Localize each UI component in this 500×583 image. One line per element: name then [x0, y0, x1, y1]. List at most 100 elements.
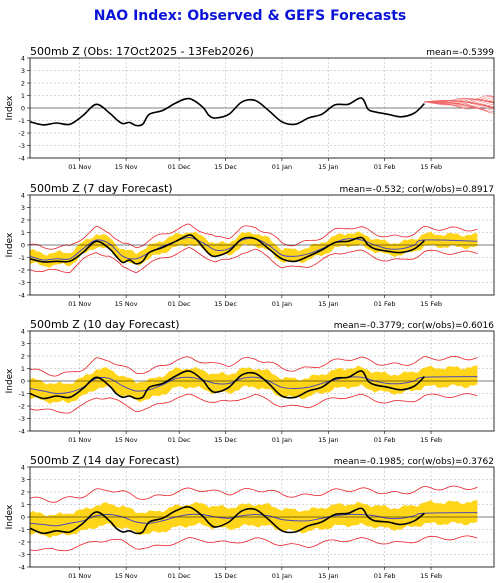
x-tick-label: 15 Nov	[115, 436, 138, 444]
spread-band	[30, 500, 478, 539]
envelope-lower	[29, 393, 478, 414]
x-tick-label: 15 Dec	[214, 436, 237, 444]
forecast-member-line	[424, 101, 495, 107]
x-tick-label: 01 Jan	[272, 436, 292, 444]
panel-title: 500mb Z (10 day Forecast)	[30, 318, 180, 331]
forecast-member-line	[424, 101, 495, 111]
y-tick-label: -1	[19, 254, 25, 262]
y-tick-label: -2	[19, 538, 25, 546]
y-tick-label: 1	[21, 229, 25, 237]
observed-line	[29, 234, 425, 265]
y-tick-label: 4	[21, 327, 25, 335]
y-tick-label: 1	[21, 501, 25, 509]
y-tick-label: -3	[19, 551, 25, 559]
x-tick-label: 15 Feb	[420, 163, 442, 171]
y-tick-label: -3	[19, 415, 25, 423]
y-tick-label: 0	[21, 104, 25, 112]
x-tick-label: 01 Feb	[374, 300, 396, 308]
x-tick-label: 15 Jan	[318, 436, 338, 444]
x-tick-label: 15 Dec	[214, 572, 237, 580]
observed-line	[29, 97, 425, 127]
y-tick-label: 2	[21, 79, 25, 87]
y-axis-label: Index	[5, 95, 15, 120]
y-tick-label: -3	[19, 279, 25, 287]
panel-4: 500mb Z (14 day Forecast) mean=-0.1985; c…	[5, 454, 495, 580]
y-tick-label: 3	[21, 67, 25, 75]
x-tick-label: 15 Nov	[115, 300, 138, 308]
observed-line	[29, 506, 425, 535]
y-tick-label: 4	[21, 463, 25, 471]
y-tick-label: -2	[19, 129, 25, 137]
x-tick-label: 01 Feb	[374, 163, 396, 171]
y-tick-label: 2	[21, 488, 25, 496]
panel-stat: mean=-0.3779; cor(w/obs)=0.6016	[334, 321, 494, 331]
x-tick-label: 01 Feb	[374, 436, 396, 444]
x-tick-label: 15 Dec	[214, 300, 237, 308]
x-tick-label: 15 Jan	[318, 572, 338, 580]
panel-title: 500mb Z (14 day Forecast)	[30, 454, 180, 467]
forecast-member-line	[424, 101, 495, 106]
y-tick-label: 2	[21, 216, 25, 224]
y-tick-label: 3	[21, 476, 25, 484]
x-tick-label: 01 Dec	[168, 163, 191, 171]
x-tick-label: 01 Nov	[68, 572, 91, 580]
y-tick-label: 0	[21, 241, 25, 249]
forecast-member-line	[424, 95, 495, 103]
panel-stat: mean=-0.532; cor(w/obs)=0.8917	[340, 185, 494, 195]
x-tick-label: 15 Feb	[420, 300, 442, 308]
x-tick-label: 01 Jan	[272, 163, 292, 171]
y-tick-label: -1	[19, 117, 25, 125]
y-tick-label: -4	[19, 427, 25, 435]
y-tick-label: 4	[21, 191, 25, 199]
y-tick-label: -3	[19, 142, 25, 150]
panel-title: 500mb Z (7 day Forecast)	[30, 182, 173, 195]
x-tick-label: 15 Nov	[115, 163, 138, 171]
y-tick-label: 3	[21, 204, 25, 212]
y-tick-label: 4	[21, 54, 25, 62]
panel-title: 500mb Z (Obs: 17Oct2025 - 13Feb2026)	[30, 45, 254, 58]
envelope-lower	[29, 247, 478, 274]
y-axis-label: Index	[5, 232, 15, 257]
x-tick-label: 01 Nov	[68, 436, 91, 444]
x-tick-label: 01 Jan	[272, 572, 292, 580]
panel-3: 500mb Z (10 day Forecast) mean=-0.3779; c…	[5, 318, 495, 444]
y-axis-label: Index	[5, 368, 15, 393]
x-tick-label: 15 Nov	[115, 572, 138, 580]
y-tick-label: -2	[19, 266, 25, 274]
y-tick-label: -4	[19, 291, 25, 299]
x-tick-label: 15 Feb	[420, 436, 442, 444]
x-tick-label: 01 Nov	[68, 163, 91, 171]
panel-stat: mean=-0.1985; cor(w/obs)=0.3762	[334, 457, 494, 467]
y-tick-label: -1	[19, 390, 25, 398]
x-tick-label: 01 Dec	[168, 300, 191, 308]
y-tick-label: -1	[19, 526, 25, 534]
y-axis-label: Index	[5, 504, 15, 529]
x-tick-label: 15 Jan	[318, 163, 338, 171]
y-tick-label: 1	[21, 92, 25, 100]
envelope-lower	[29, 535, 478, 552]
y-tick-label: 0	[21, 513, 25, 521]
x-tick-label: 01 Jan	[272, 300, 292, 308]
y-tick-label: 0	[21, 377, 25, 385]
envelope-upper	[29, 485, 478, 503]
forecast-member-line	[424, 96, 495, 103]
x-tick-label: 01 Feb	[374, 572, 396, 580]
x-tick-label: 01 Dec	[168, 436, 191, 444]
x-tick-label: 15 Feb	[420, 572, 442, 580]
main-title: NAO Index: Observed & GEFS Forecasts	[93, 8, 407, 24]
y-tick-label: -4	[19, 154, 25, 162]
y-tick-label: -2	[19, 402, 25, 410]
y-tick-label: 1	[21, 365, 25, 373]
envelope-upper	[29, 355, 478, 377]
x-tick-label: 01 Dec	[168, 572, 191, 580]
panel-1: 500mb Z (Obs: 17Oct2025 - 13Feb2026) mean…	[5, 45, 495, 171]
x-tick-label: 01 Nov	[68, 300, 91, 308]
panel-2: 500mb Z (7 day Forecast) mean=-0.532; cor…	[5, 182, 495, 308]
observed-line	[29, 370, 425, 400]
y-tick-label: 3	[21, 340, 25, 348]
envelope-upper	[29, 223, 478, 250]
y-tick-label: 2	[21, 352, 25, 360]
y-tick-label: -4	[19, 563, 25, 571]
x-tick-label: 15 Dec	[214, 163, 237, 171]
